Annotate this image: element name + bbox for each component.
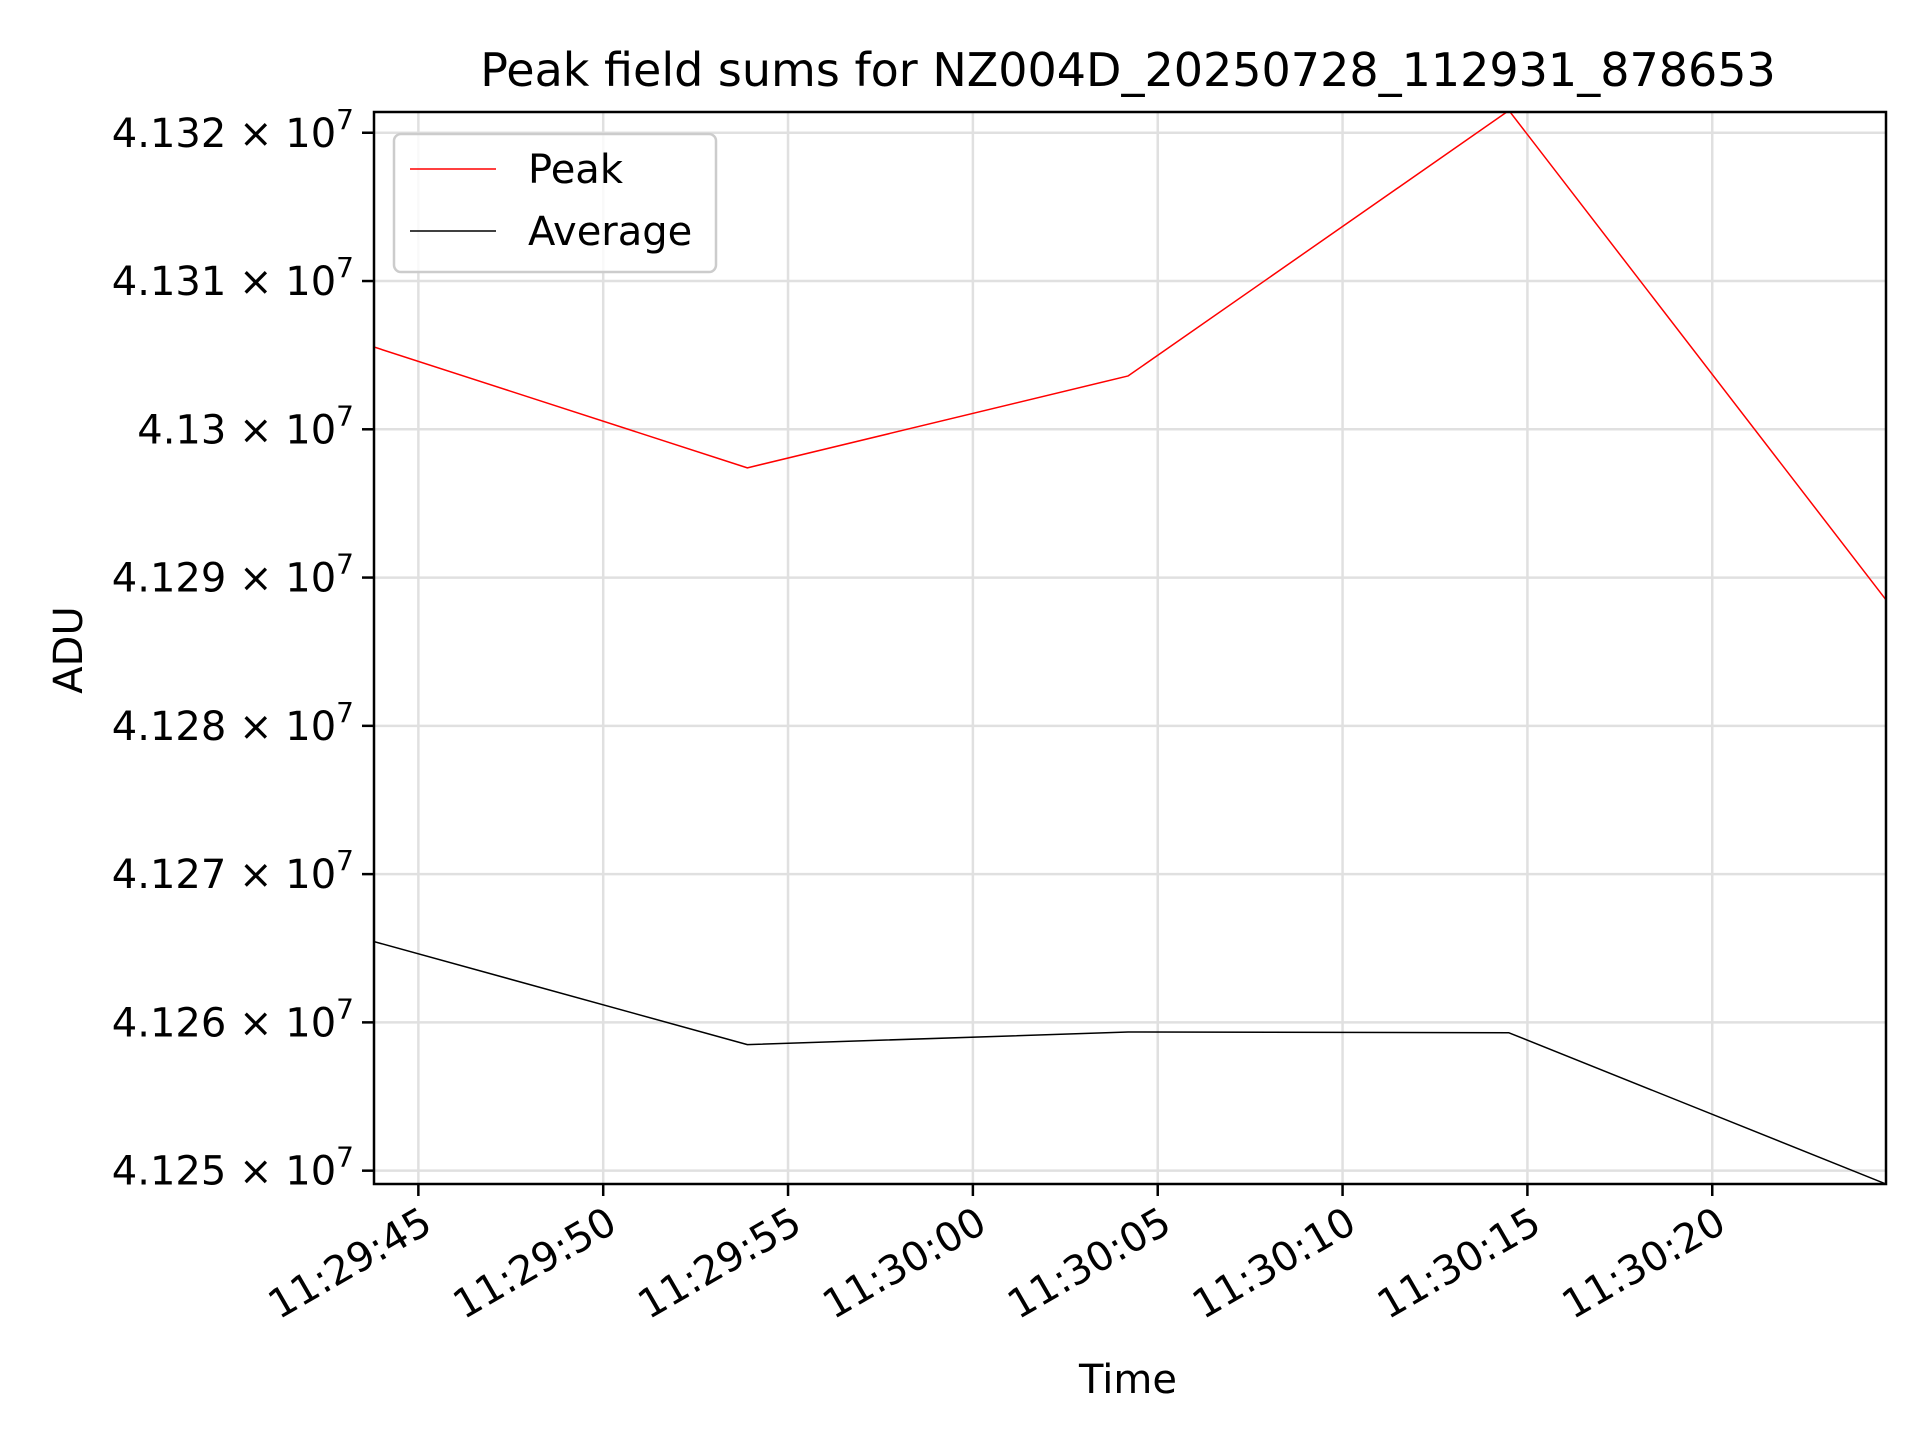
y-tick-exponent: 7: [336, 399, 354, 432]
legend-label-peak: Peak: [528, 147, 624, 193]
y-tick-mantissa: 4.129: [112, 556, 239, 602]
y-tick-label: 4.13 × 107: [137, 399, 354, 453]
chart-title: Peak field sums for NZ004D_20250728_1129…: [480, 43, 1776, 97]
y-tick-exponent-base: × 10: [239, 852, 336, 898]
y-tick-exponent-base: × 10: [239, 259, 336, 305]
y-tick-exponent: 7: [336, 844, 354, 877]
x-tick-label: 11:30:20: [1555, 1199, 1734, 1329]
y-tick-mantissa: 4.132: [112, 111, 239, 157]
y-tick-exponent-base: × 10: [239, 111, 336, 157]
x-tick-label: 11:30:10: [1185, 1199, 1364, 1329]
y-tick-exponent: 7: [336, 696, 354, 729]
legend-label-average: Average: [528, 209, 692, 255]
plot-frame: [372, 110, 1888, 1186]
y-tick-mantissa: 4.131: [112, 259, 239, 305]
y-tick-label: 4.131 × 107: [112, 251, 354, 305]
series-line-peak: [374, 112, 1886, 601]
y-tick-exponent-base: × 10: [239, 1000, 336, 1046]
y-tick-mantissa: 4.125: [112, 1149, 239, 1195]
y-tick-exponent: 7: [336, 251, 354, 284]
y-tick-mantissa: 4.13: [137, 407, 239, 453]
y-tick-mantissa: 4.127: [112, 852, 239, 898]
y-tick-exponent: 7: [336, 992, 354, 1025]
series-line-average: [374, 940, 1886, 1184]
y-tick-exponent: 7: [336, 548, 354, 581]
x-tick-label: 11:30:05: [1000, 1199, 1179, 1329]
y-axis-label: ADU: [46, 606, 92, 693]
y-tick-label: 4.128 × 107: [112, 696, 354, 750]
grid: [374, 112, 1886, 1184]
y-tick-exponent: 7: [336, 1141, 354, 1174]
x-tick-label: 11:29:45: [261, 1199, 440, 1329]
y-tick-exponent-base: × 10: [239, 407, 336, 453]
y-tick-label: 4.126 × 107: [112, 992, 354, 1046]
x-tick-label: 11:29:50: [446, 1199, 625, 1329]
x-tick-label: 11:30:15: [1370, 1199, 1549, 1329]
y-tick-label: 4.129 × 107: [112, 548, 354, 602]
x-tick-label: 11:29:55: [630, 1199, 809, 1329]
y-tick-label: 4.127 × 107: [112, 844, 354, 898]
y-tick-exponent: 7: [336, 103, 354, 136]
y-tick-exponent-base: × 10: [239, 704, 336, 750]
legend: Peak Average: [392, 132, 718, 274]
x-tick-label: 11:30:00: [815, 1199, 994, 1329]
y-tick-exponent-base: × 10: [239, 1149, 336, 1195]
plot-series: [374, 112, 1886, 1184]
y-tick-label: 4.132 × 107: [112, 103, 354, 157]
x-axis-ticks: 11:29:45 11:29:50 11:29:55 11:30:00 11:30:05…: [261, 1184, 1733, 1328]
y-tick-mantissa: 4.128: [112, 704, 239, 750]
y-tick-label: 4.125 × 107: [112, 1141, 354, 1195]
y-tick-exponent-base: × 10: [239, 556, 336, 602]
x-axis-label: Time: [1078, 1357, 1177, 1403]
y-tick-mantissa: 4.126: [112, 1000, 239, 1046]
